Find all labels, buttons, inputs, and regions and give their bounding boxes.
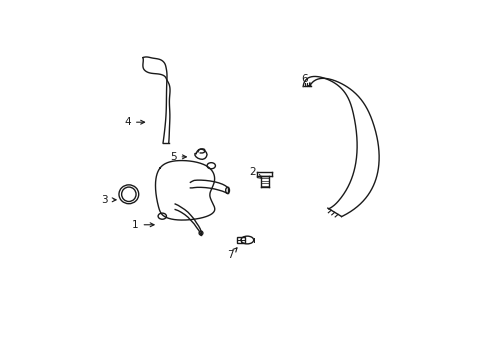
Text: 3: 3 xyxy=(101,195,116,205)
Text: 2: 2 xyxy=(250,167,262,179)
Text: 4: 4 xyxy=(124,117,145,127)
Text: 1: 1 xyxy=(132,220,154,230)
Text: 7: 7 xyxy=(227,248,237,260)
Bar xyxy=(237,237,245,243)
Text: 6: 6 xyxy=(301,74,311,87)
Text: 5: 5 xyxy=(170,152,186,162)
